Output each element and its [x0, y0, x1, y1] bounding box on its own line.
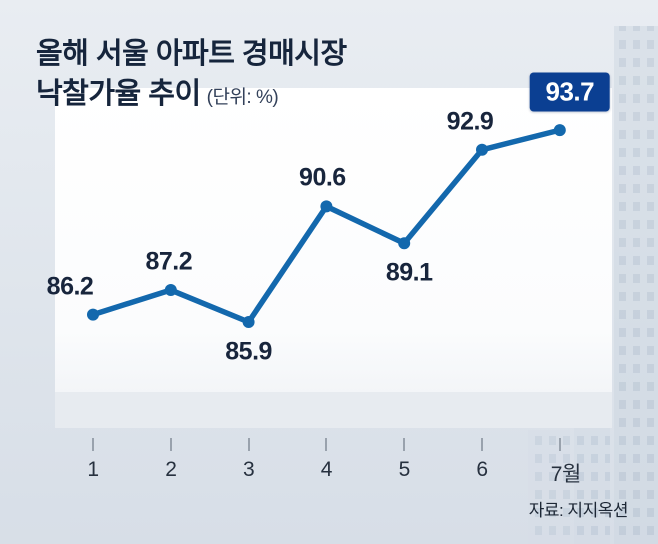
data-point-label: 89.1 — [385, 258, 433, 287]
data-point-label: 86.2 — [46, 272, 94, 301]
data-point-label: 87.2 — [145, 247, 193, 276]
source-credit: 자료: 지지옥션 — [528, 501, 629, 520]
data-point-label: 85.9 — [225, 337, 272, 366]
chart-title-line2: 낙찰가율 추이 (단위: %) — [36, 74, 347, 114]
chart-title-line1: 올해 서울 아파트 경매시장 — [36, 38, 347, 70]
highlight-value-text: 93.7 — [545, 76, 595, 107]
unit-label: (단위: %) — [206, 87, 279, 109]
chart-lower-band — [55, 392, 612, 428]
title-block: 올해 서울 아파트 경매시장 낙찰가율 추이 (단위: %) — [36, 34, 347, 114]
chart-title-line2-text: 낙찰가율 추이 — [36, 78, 201, 111]
chart-plot-background — [55, 88, 612, 392]
data-point-label: 90.6 — [299, 163, 346, 192]
highlight-value-badge: 93.7 — [529, 72, 611, 112]
data-point-label: 92.9 — [446, 107, 494, 136]
